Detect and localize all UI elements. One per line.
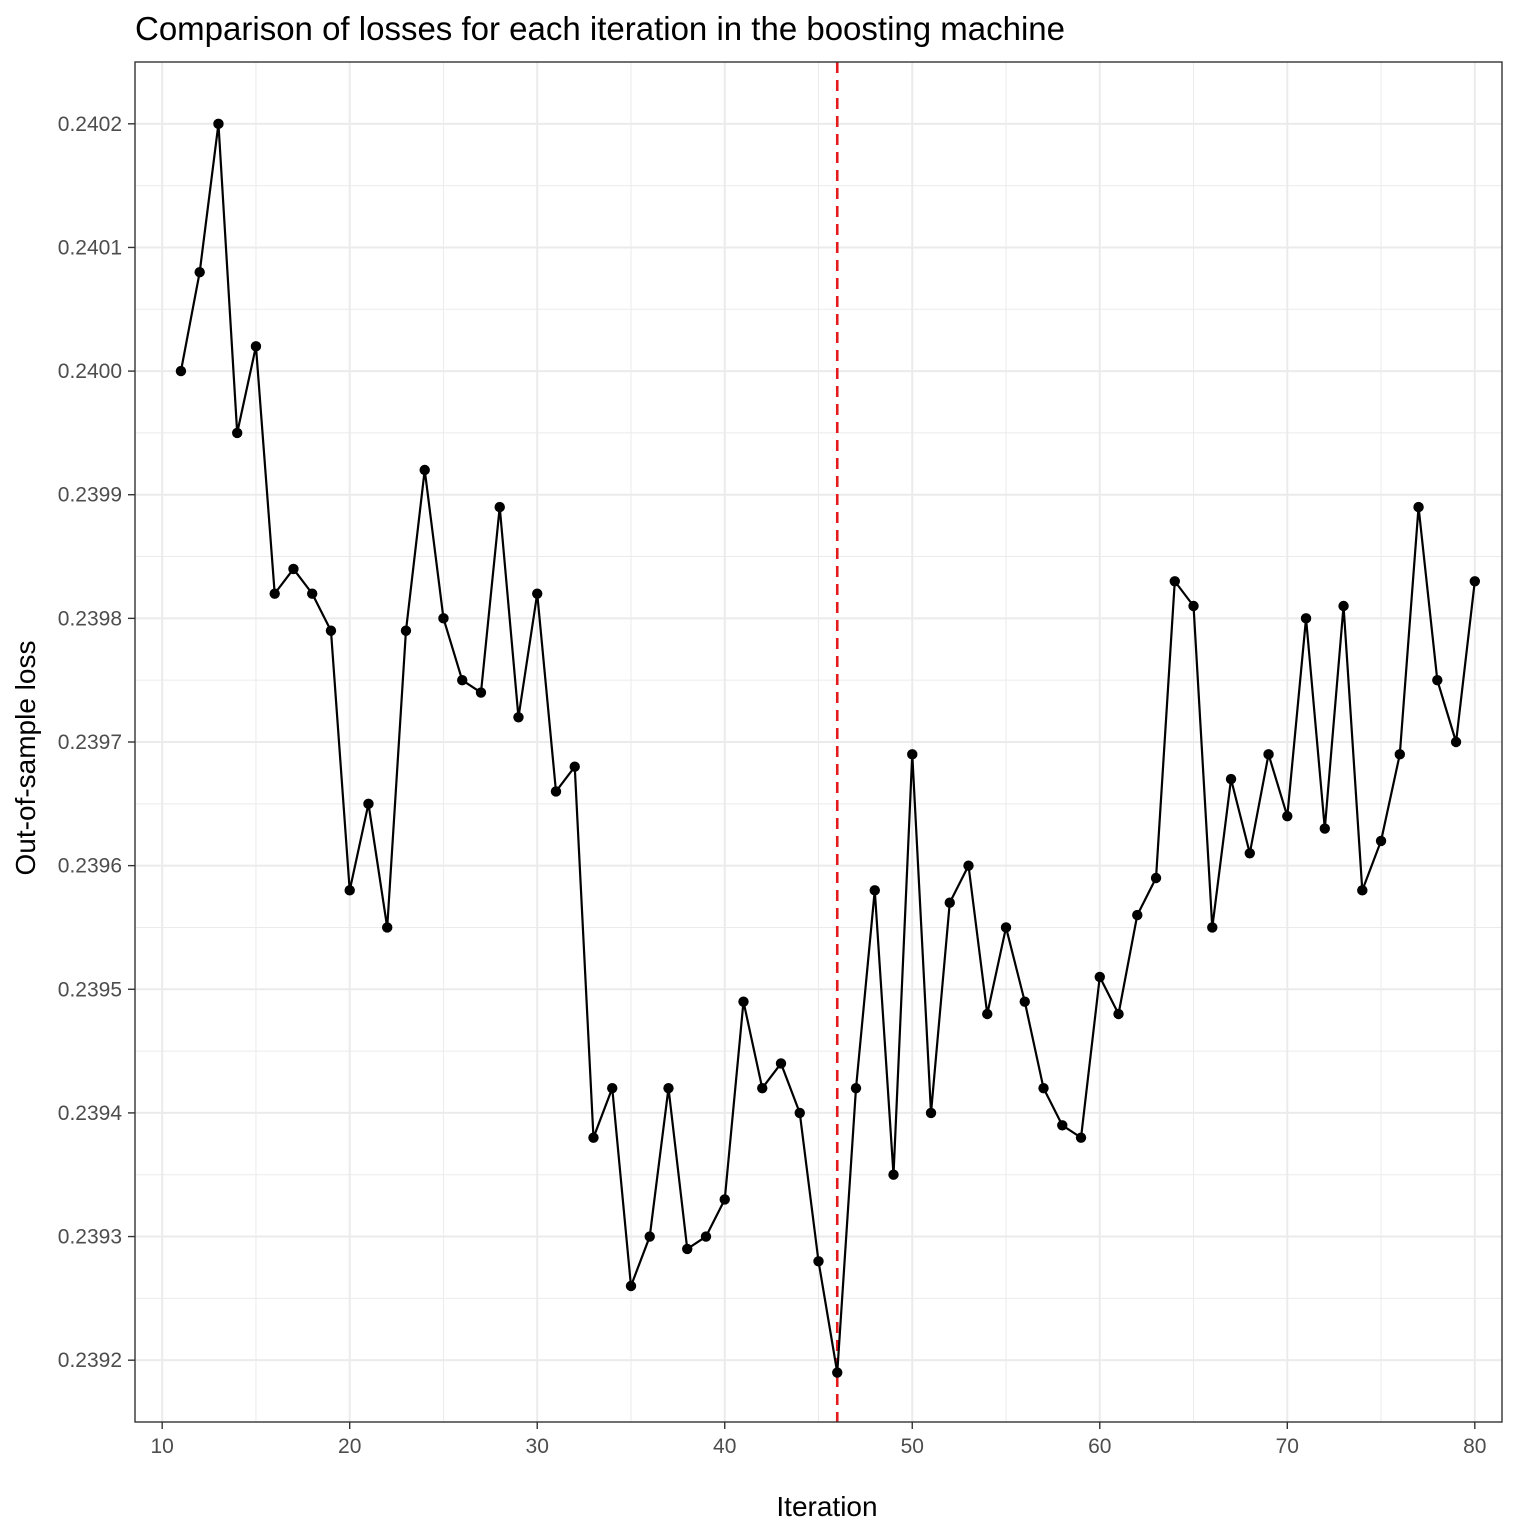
data-point (850, 1082, 862, 1094)
data-point (738, 996, 749, 1007)
data-point (1075, 1132, 1087, 1143)
y-axis-title: Out-of-sample loss (10, 641, 41, 876)
data-point (1169, 576, 1180, 587)
data-point (419, 464, 430, 476)
data-point (1150, 872, 1162, 884)
x-tick-label: 40 (713, 1435, 736, 1458)
data-point (907, 749, 918, 760)
data-point (1188, 600, 1199, 612)
x-tick-label: 80 (1463, 1435, 1486, 1458)
x-tick-label: 50 (901, 1435, 924, 1458)
data-point (1000, 922, 1012, 933)
data-point (213, 118, 224, 130)
y-tick-label: 0.2392 (58, 1349, 122, 1372)
data-point (250, 341, 262, 352)
data-point (1019, 996, 1030, 1007)
data-point (382, 922, 393, 933)
data-point (794, 1107, 805, 1119)
data-point (1207, 922, 1218, 933)
data-point (1132, 909, 1143, 921)
x-axis: 10 20 30 40 50 60 70 80 (151, 1422, 1486, 1458)
data-point (1357, 885, 1368, 896)
y-tick-label: 0.2394 (58, 1102, 123, 1125)
y-tick-label: 0.2401 (58, 236, 122, 259)
data-point (232, 427, 243, 439)
data-point (1263, 749, 1274, 760)
data-point (832, 1367, 843, 1378)
y-tick-label: 0.2397 (58, 731, 122, 754)
data-point (494, 501, 505, 513)
y-tick-label: 0.2395 (58, 978, 122, 1001)
y-tick-label: 0.2399 (58, 484, 122, 507)
data-point (625, 1280, 637, 1292)
data-point (344, 885, 355, 896)
data-point (1432, 674, 1443, 686)
data-point (869, 885, 880, 896)
data-point (700, 1231, 712, 1242)
data-point (1113, 1008, 1124, 1020)
data-point (1469, 576, 1481, 587)
x-tick-label: 60 (1088, 1435, 1111, 1458)
data-point (682, 1243, 693, 1255)
data-point (1375, 835, 1387, 847)
data-point (363, 798, 374, 810)
data-point (1450, 736, 1462, 748)
data-point (513, 712, 524, 723)
x-tick-label: 20 (338, 1435, 361, 1458)
data-point (1094, 971, 1105, 983)
series-line (179, 122, 1476, 1374)
data-point (1319, 823, 1331, 834)
data-point (813, 1256, 824, 1267)
series-layer (175, 118, 1481, 1378)
grid-major (135, 62, 1502, 1422)
data-point (644, 1231, 655, 1242)
data-point (532, 588, 543, 599)
data-point (757, 1082, 768, 1094)
data-point (457, 674, 468, 686)
data-point (1244, 848, 1255, 859)
data-point (775, 1058, 787, 1069)
data-point (269, 588, 280, 599)
data-point (588, 1132, 599, 1143)
x-tick-label: 30 (526, 1435, 549, 1458)
data-point (307, 588, 318, 599)
data-point (1413, 501, 1424, 513)
y-tick-label: 0.2396 (58, 855, 122, 878)
data-point (1057, 1120, 1068, 1131)
data-point (175, 365, 187, 377)
data-point (1394, 749, 1406, 760)
data-point (400, 625, 412, 636)
data-point (438, 613, 449, 624)
y-axis: 0.2392 0.2393 0.2394 0.2395 0.2396 0.2397 0.23… (58, 113, 135, 1372)
y-tick-label: 0.2402 (58, 113, 122, 136)
data-point (963, 860, 974, 871)
x-axis-title: Iteration (776, 1491, 877, 1522)
x-tick-label: 10 (151, 1435, 174, 1458)
data-point (1338, 600, 1349, 612)
x-tick-label: 70 (1276, 1435, 1299, 1458)
chart-title: Comparison of losses for each iteration … (135, 10, 1065, 47)
data-point (1038, 1082, 1049, 1094)
data-point (1225, 773, 1237, 785)
data-point (888, 1169, 899, 1180)
data-point (475, 687, 487, 698)
y-tick-label: 0.2393 (58, 1226, 122, 1249)
data-point (288, 563, 299, 575)
y-tick-label: 0.2398 (58, 607, 122, 630)
data-point (944, 897, 955, 908)
data-point (1300, 613, 1312, 624)
data-point (1282, 810, 1293, 822)
data-point (982, 1008, 993, 1020)
data-point (719, 1194, 730, 1205)
y-tick-label: 0.2400 (58, 360, 122, 383)
data-point (569, 761, 580, 772)
data-point (194, 266, 205, 278)
data-point (663, 1082, 674, 1094)
data-point (550, 786, 562, 797)
data-point (325, 625, 337, 636)
data-point (607, 1082, 618, 1094)
data-point (925, 1107, 937, 1119)
